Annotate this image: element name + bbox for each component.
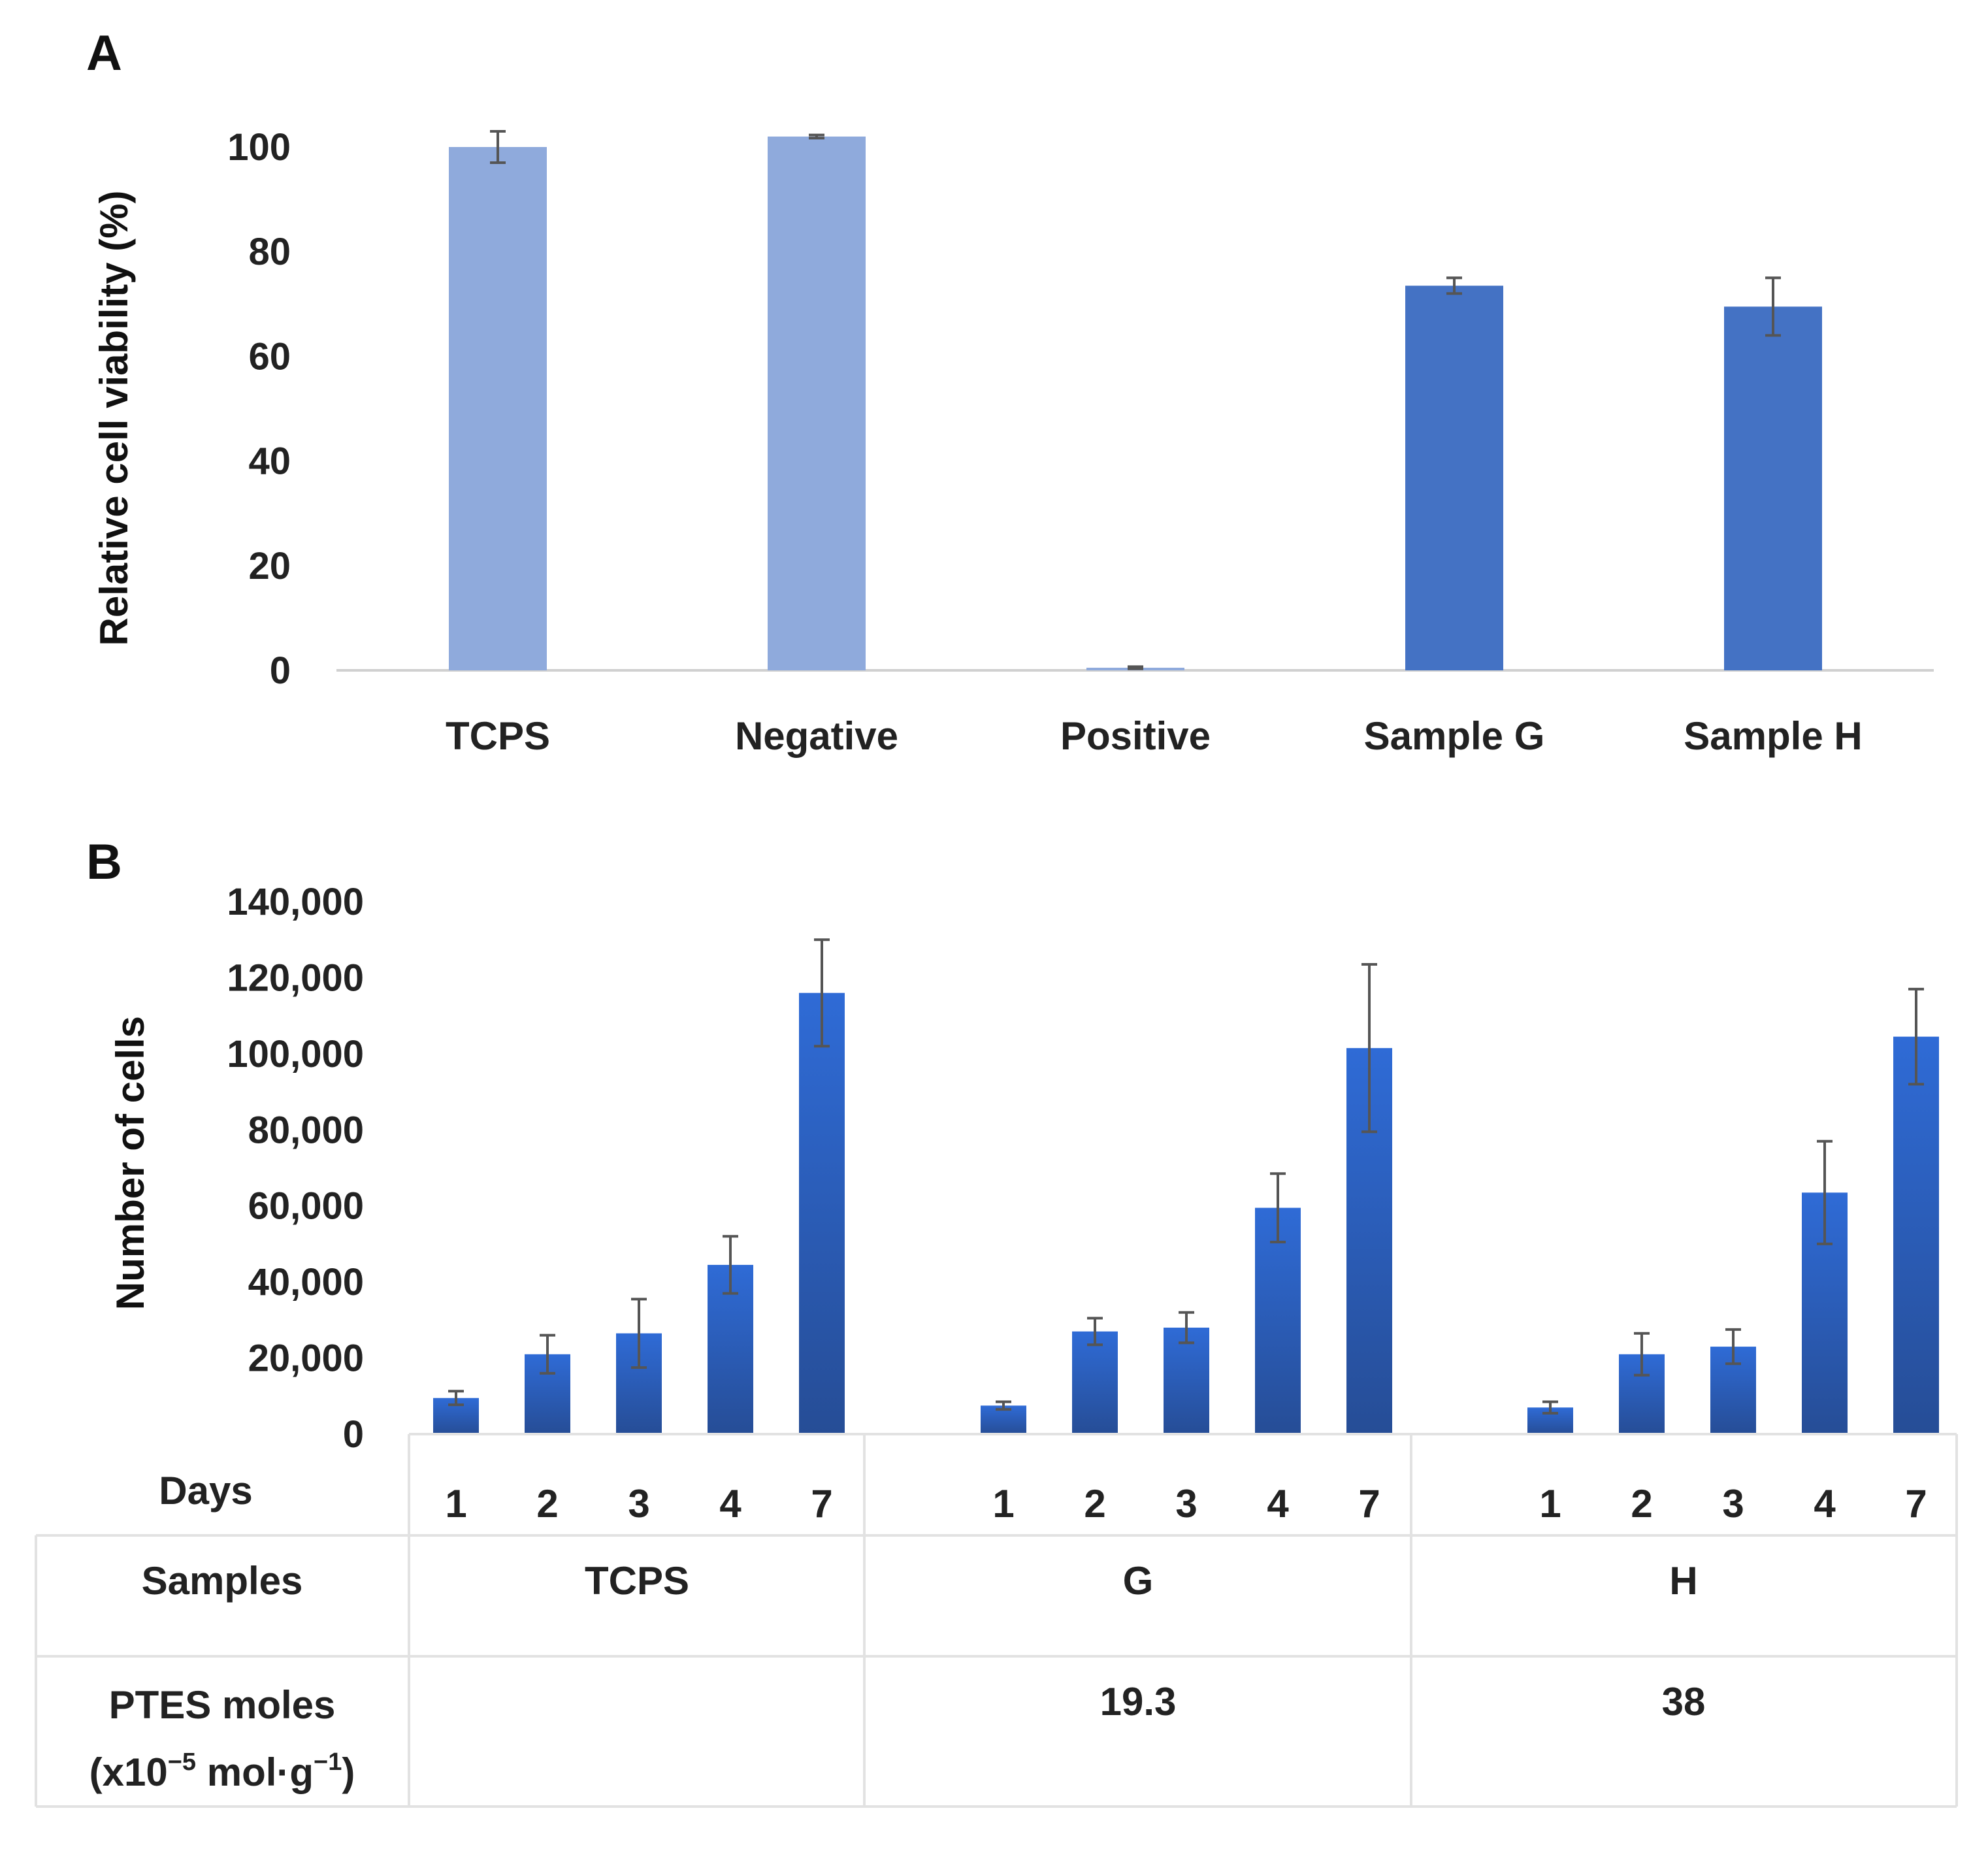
- sample-label-tcps: TCPS: [585, 1559, 689, 1603]
- panel-a-error-bars: [490, 129, 1781, 670]
- panel-a-category-label: Sample G: [1364, 714, 1545, 758]
- panel-b-error-bar: [1725, 1328, 1741, 1366]
- panel-b-y-tick-label: 40,000: [248, 1261, 364, 1303]
- panel-b-bar: [1893, 1036, 1939, 1434]
- panel-a-bar: [449, 147, 547, 670]
- panel-b-y-axis-label: Number of cells: [108, 1016, 152, 1310]
- panel-b-bar: [1164, 1328, 1209, 1434]
- day-label: 4: [1267, 1482, 1289, 1526]
- panel-a-y-tick-label: 80: [248, 231, 291, 273]
- ptes-row-label-line2: (x10−5 mol·g−1): [90, 1748, 355, 1794]
- ptes-value-g: 19.3: [1100, 1680, 1177, 1724]
- panel-b-error-bar: [723, 1235, 738, 1295]
- samples-row-label: Samples: [142, 1559, 303, 1603]
- panel-a-letter: A: [86, 25, 122, 81]
- panel-b-error-bar: [996, 1400, 1011, 1411]
- panel-b-error-bar: [448, 1390, 464, 1407]
- panel-a-category-label: Sample H: [1684, 714, 1862, 758]
- day-label: 4: [719, 1482, 741, 1526]
- panel-a-bar: [1724, 306, 1822, 670]
- panel-a-bar: [768, 136, 866, 671]
- sample-label-h: H: [1669, 1559, 1697, 1603]
- panel-a-y-ticks: 0 20 40 60 80 100: [227, 126, 291, 692]
- panel-b-error-bar: [1087, 1317, 1103, 1347]
- panel-a-category-label: Negative: [735, 714, 898, 758]
- panel-b-error-bar: [1817, 1139, 1833, 1245]
- panel-b-letter: B: [86, 834, 122, 890]
- day-label: 2: [536, 1482, 558, 1526]
- panel-a-error-bar: [1446, 276, 1462, 295]
- panel-b-bar: [1072, 1331, 1118, 1434]
- panel-a-error-bar: [1765, 276, 1781, 337]
- panel-a-error-bar: [1128, 665, 1143, 670]
- day-label: 2: [1084, 1482, 1105, 1526]
- panel-b-error-bar: [1361, 963, 1377, 1134]
- panel-a-bars: [449, 136, 1822, 671]
- panel-b-error-bar: [814, 938, 830, 1048]
- panel-a-y-tick-label: 40: [248, 440, 291, 483]
- panel-b-error-bar: [1270, 1172, 1286, 1244]
- panel-b-bar: [799, 992, 845, 1434]
- data-table-grid: [35, 1433, 1958, 1808]
- day-label: 7: [811, 1482, 832, 1526]
- day-label: 2: [1631, 1482, 1652, 1526]
- panel-a-error-bar: [809, 133, 824, 140]
- day-label: 7: [1905, 1482, 1927, 1526]
- panel-b-y-tick-label: 120,000: [227, 957, 364, 999]
- days-row-label: Days: [159, 1469, 252, 1513]
- day-label: 3: [1722, 1482, 1744, 1526]
- panel-a-y-tick-label: 60: [248, 335, 291, 378]
- panel-b-y-tick-label: 100,000: [227, 1033, 364, 1075]
- panel-b-y-tick-label: 60,000: [248, 1185, 364, 1228]
- panel-b-y-ticks: 0 20,000 40,000 60,000 80,000 100,000 120,000 1…: [227, 881, 364, 1456]
- panel-a-category-label: TCPS: [446, 714, 550, 758]
- panel-a-y-axis-label: Relative cell viability (%): [92, 191, 136, 646]
- panel-b-y-tick-label: 80,000: [248, 1109, 364, 1151]
- panel-b-y-tick-label: 140,000: [227, 881, 364, 923]
- panel-b-error-bar: [1542, 1400, 1558, 1415]
- day-label: 3: [1175, 1482, 1197, 1526]
- day-label: 1: [992, 1482, 1014, 1526]
- panel-b-error-bars: [448, 938, 1924, 1415]
- panel-b-error-bar: [1179, 1311, 1194, 1345]
- day-label: 4: [1814, 1482, 1836, 1526]
- panel-a-error-bar: [490, 129, 506, 165]
- panel-a-category-label: Positive: [1060, 714, 1211, 758]
- panel-b-error-bar: [540, 1334, 555, 1375]
- panel-b-bars: [433, 992, 1939, 1434]
- panel-a-y-tick-label: 20: [248, 545, 291, 587]
- day-label: 7: [1358, 1482, 1380, 1526]
- day-label: 1: [445, 1482, 466, 1526]
- ptes-value-h: 38: [1662, 1680, 1706, 1724]
- panel-a-bar: [1405, 286, 1503, 670]
- data-table-day-labels: 1 2 3 4 7 1 2 3 4 7 1 2 3 4 7: [445, 1482, 1927, 1526]
- panel-b-bar: [1255, 1207, 1301, 1434]
- panel-b-error-bar: [631, 1298, 647, 1369]
- sample-label-g: G: [1123, 1559, 1154, 1603]
- panel-a-y-tick-label: 100: [227, 126, 291, 169]
- panel-a-category-labels: TCPS Negative Positive Sample G Sample H: [446, 714, 1863, 758]
- day-label: 1: [1539, 1482, 1561, 1526]
- panel-b-error-bar: [1634, 1332, 1650, 1377]
- panel-b-y-tick-label: 0: [343, 1413, 364, 1456]
- panel-b-y-tick-label: 20,000: [248, 1337, 364, 1380]
- panel-b-error-bar: [1908, 987, 1924, 1086]
- panel-a-y-tick-label: 0: [270, 649, 291, 692]
- ptes-row-label-line1: PTES moles: [109, 1683, 336, 1727]
- day-label: 3: [628, 1482, 649, 1526]
